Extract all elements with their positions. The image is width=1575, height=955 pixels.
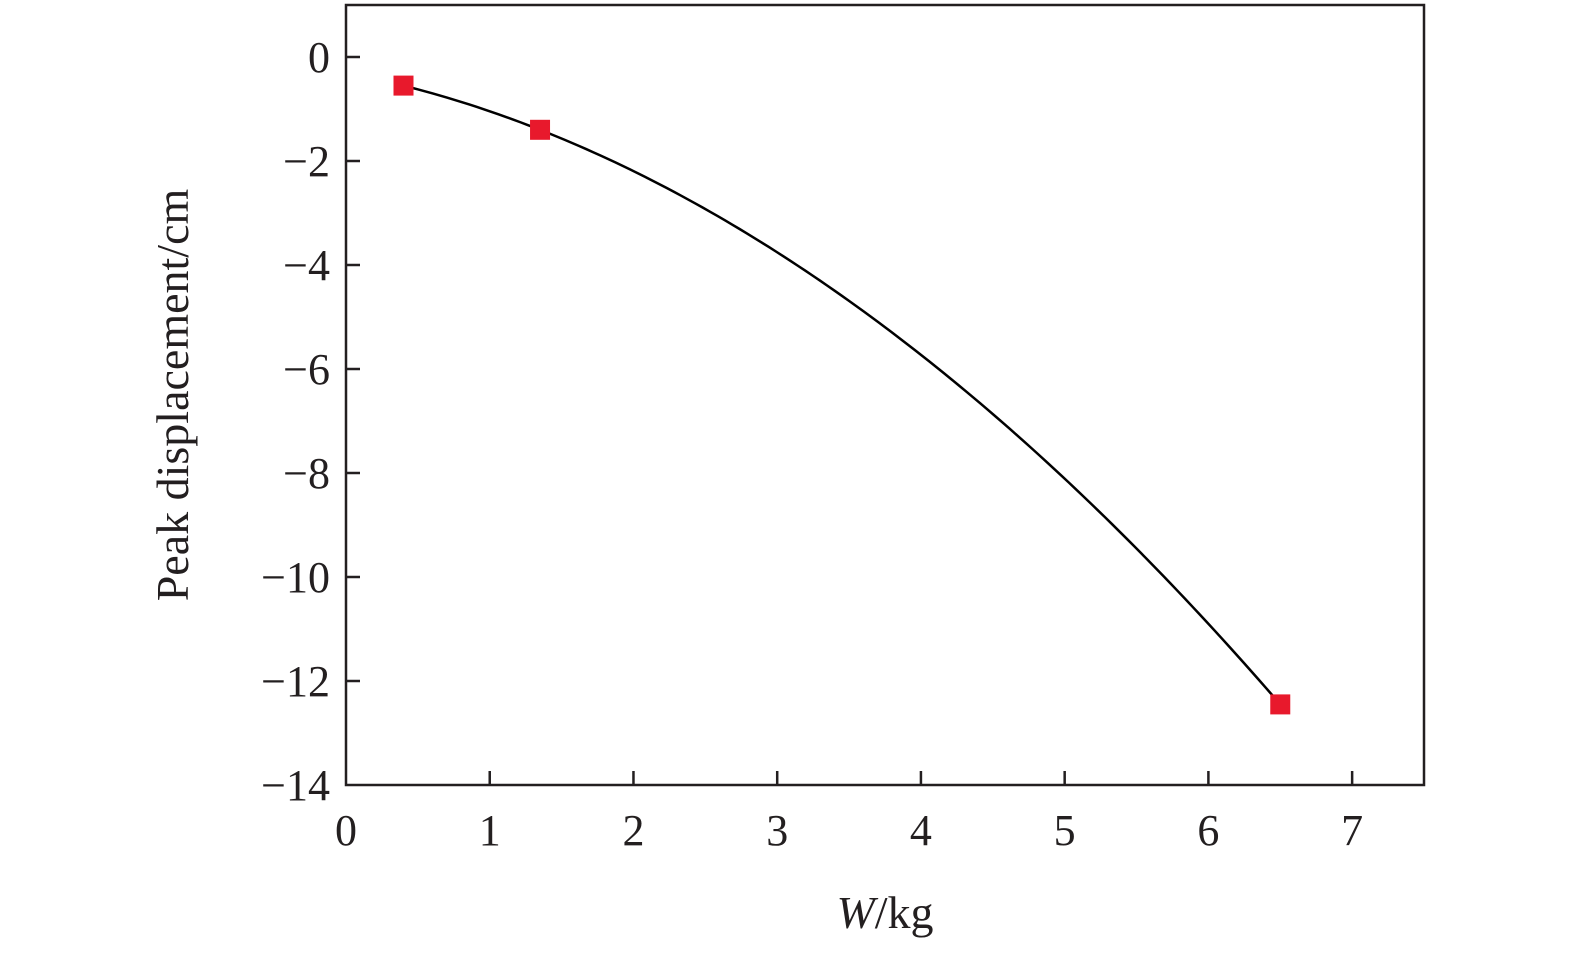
x-tick-label: 7 [1341,806,1363,855]
y-tick-label: −2 [283,137,330,186]
y-axis-title: Peak displacement/cm [147,188,198,601]
x-axis-title-variable: W [836,887,878,938]
x-tick-label: 0 [335,806,357,855]
x-axis-title-unit: /kg [875,887,934,938]
x-tick-label: 3 [766,806,788,855]
x-tick-label: 6 [1197,806,1219,855]
y-tick-label: −12 [261,657,330,706]
data-point-marker [530,119,551,140]
y-tick-label: −4 [283,241,330,290]
y-tick-label: −10 [261,553,330,602]
y-tick-label: −6 [283,345,330,394]
data-point-marker [1270,694,1291,715]
x-axis-title: W/kg [836,887,933,938]
data-point-marker [393,75,414,96]
x-tick-label: 1 [479,806,501,855]
plot-frame [344,3,1426,787]
x-tick-label: 5 [1054,806,1076,855]
x-tick-label: 2 [622,806,644,855]
data-points [393,75,1291,715]
y-axis: 0 −2 −4 −6 −8 −10 −12 −14 [261,33,360,810]
y-tick-label: −14 [261,761,330,810]
fit-curve [403,84,1282,706]
y-tick-label: 0 [308,33,330,82]
x-tick-label: 4 [910,806,932,855]
x-axis: 0 1 2 3 4 5 6 7 [335,771,1363,855]
y-tick-label: −8 [283,449,330,498]
